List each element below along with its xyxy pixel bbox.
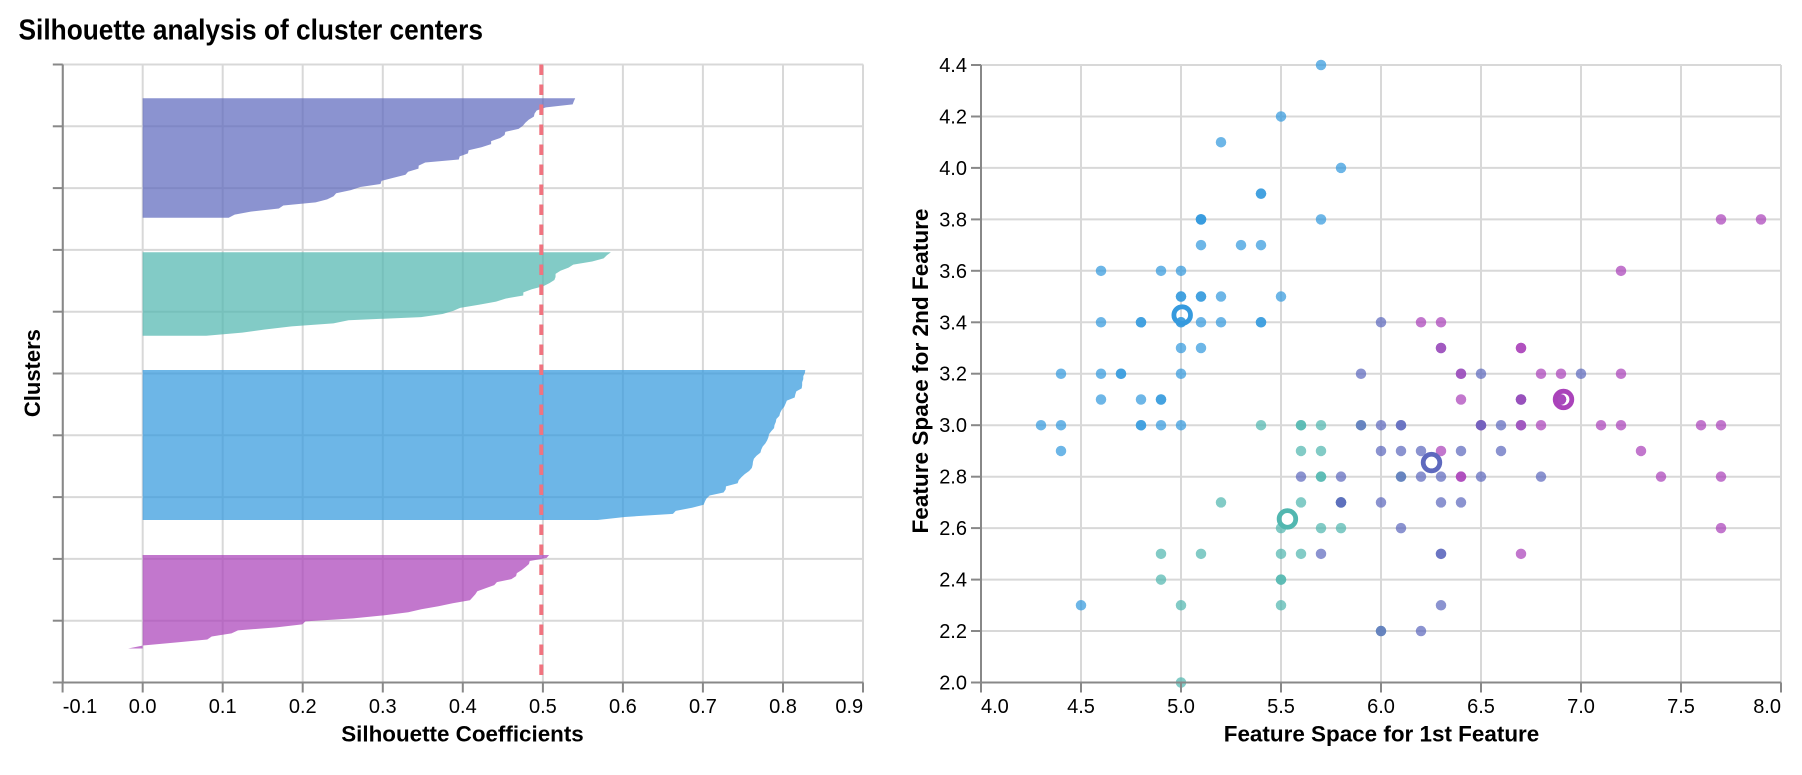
svg-text:0.1: 0.1	[209, 696, 237, 718]
svg-text:-0.1: -0.1	[63, 696, 97, 718]
svg-text:Clusters: Clusters	[20, 329, 45, 417]
svg-text:0.3: 0.3	[369, 696, 397, 718]
svg-text:7.5: 7.5	[1667, 696, 1695, 718]
svg-text:4.5: 4.5	[1067, 696, 1095, 718]
svg-text:5.0: 5.0	[1167, 696, 1195, 718]
svg-text:0.2: 0.2	[289, 696, 317, 718]
svg-text:2.2: 2.2	[939, 621, 967, 643]
svg-text:0.8: 0.8	[769, 696, 797, 718]
svg-text:8.0: 8.0	[1753, 696, 1781, 718]
svg-text:0.4: 0.4	[449, 696, 477, 718]
svg-text:3.4: 3.4	[939, 312, 967, 334]
svg-text:0.7: 0.7	[689, 696, 717, 718]
svg-text:2.6: 2.6	[939, 518, 967, 540]
svg-text:3.2: 3.2	[939, 364, 967, 386]
svg-text:3.8: 3.8	[939, 209, 967, 231]
svg-text:6.0: 6.0	[1367, 696, 1395, 718]
svg-text:6.5: 6.5	[1467, 696, 1495, 718]
svg-text:Feature Space for 2nd Feature: Feature Space for 2nd Feature	[908, 209, 933, 534]
svg-text:0.9: 0.9	[835, 696, 863, 718]
svg-text:0.5: 0.5	[529, 696, 557, 718]
svg-text:4.0: 4.0	[981, 696, 1009, 718]
svg-text:0.6: 0.6	[609, 696, 637, 718]
svg-text:Silhouette Coefficients: Silhouette Coefficients	[341, 722, 584, 747]
svg-text:2.8: 2.8	[939, 467, 967, 489]
svg-text:7.0: 7.0	[1567, 696, 1595, 718]
svg-text:2.0: 2.0	[939, 673, 967, 695]
svg-text:Silhouette analysis of cluster: Silhouette analysis of cluster centers	[19, 14, 484, 46]
svg-text:4.4: 4.4	[939, 55, 967, 77]
svg-text:2.4: 2.4	[939, 570, 967, 592]
svg-text:Feature Space for 1st Feature: Feature Space for 1st Feature	[1224, 722, 1540, 747]
svg-text:3.0: 3.0	[939, 415, 967, 437]
svg-text:3.6: 3.6	[939, 261, 967, 283]
svg-text:0.0: 0.0	[129, 696, 157, 718]
svg-text:5.5: 5.5	[1267, 696, 1295, 718]
svg-text:4.2: 4.2	[939, 106, 967, 128]
svg-text:4.0: 4.0	[939, 158, 967, 180]
